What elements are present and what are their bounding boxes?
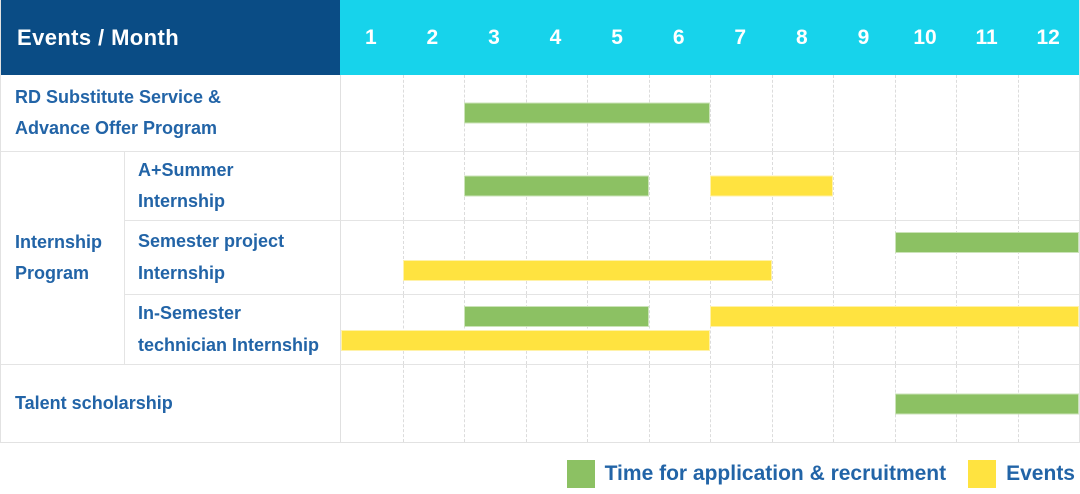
label-line: Internship <box>138 262 226 283</box>
legend-item-application: Time for application & recruitment <box>566 460 947 488</box>
month-header-cell-10: 10 <box>913 25 937 49</box>
bar-application-months-10-12 <box>894 393 1079 414</box>
month-gridline <box>402 365 404 442</box>
row-label-a-summer-internship: A+Summer Internship <box>124 151 340 220</box>
row-label-in-semester-technician-internship: In-Semester technician Internship <box>124 294 340 364</box>
label-line: Internship <box>15 231 103 252</box>
month-gridline <box>710 365 711 442</box>
month-gridline <box>956 152 957 220</box>
month-gridline <box>894 75 896 151</box>
month-gridline <box>710 75 711 151</box>
month-gridline <box>1017 75 1019 151</box>
bar-area-a-summer-internship <box>340 151 1079 220</box>
label-line: Talent scholarship <box>15 392 173 413</box>
month-gridline <box>833 221 834 294</box>
month-header-cell-6: 6 <box>672 25 685 49</box>
bar-application-months-10-12 <box>894 232 1079 253</box>
legend-item-events: Events <box>968 460 1075 488</box>
month-gridline <box>771 365 773 442</box>
month-gridline <box>464 365 465 442</box>
month-gridline <box>894 221 896 294</box>
row-label-semester-project-internship: Semester project Internship <box>124 220 340 294</box>
month-gridline <box>771 75 773 151</box>
bar-events-months-1-6 <box>341 330 710 351</box>
month-gridline <box>956 75 957 151</box>
month-gridline <box>402 75 404 151</box>
month-gridline <box>833 152 834 220</box>
month-header-cell-7: 7 <box>734 25 747 49</box>
month-header-cell-12: 12 <box>1036 25 1060 49</box>
bar-events-months-7-8 <box>710 175 833 197</box>
month-gridline <box>833 365 834 442</box>
month-gridline <box>710 221 711 294</box>
month-gridline <box>464 295 465 364</box>
label-line: A+Summer <box>138 159 234 180</box>
month-header-cell-2: 2 <box>426 25 439 49</box>
events-month-gantt-table: Events / Month 1 2 3 4 5 6 7 8 9 10 11 12 RD Substi… <box>0 0 1080 443</box>
legend-swatch-application <box>566 460 595 488</box>
month-gridline <box>710 295 711 364</box>
row-label-rd-substitute-service: RD Substitute Service & Advance Offer Pro… <box>1 75 340 151</box>
month-gridline <box>771 295 773 364</box>
month-gridline <box>648 295 650 364</box>
month-gridline <box>771 221 773 294</box>
label-line: technician Internship <box>138 334 320 355</box>
month-header-cell-9: 9 <box>857 25 870 49</box>
month-header-cell-5: 5 <box>611 25 623 49</box>
month-header-cell-11: 11 <box>975 25 998 49</box>
legend: Time for application & recruitment Events <box>0 460 1080 488</box>
month-header-cell-4: 4 <box>549 25 562 49</box>
legend-swatch-events <box>968 460 997 488</box>
label-line: Program <box>15 263 90 283</box>
month-header: 1 2 3 4 5 6 7 8 9 10 11 12 <box>340 0 1079 75</box>
label-line: In-Semester <box>138 303 242 323</box>
row-label-talent-scholarship: Talent scholarship <box>1 364 340 442</box>
bar-events-months-2-7 <box>402 260 772 281</box>
bar-application-months-3-6 <box>464 102 710 124</box>
month-gridline <box>402 221 404 294</box>
month-gridline <box>894 152 896 220</box>
bar-area-talent-scholarship <box>340 364 1079 442</box>
month-header-cell-3: 3 <box>488 25 500 49</box>
bar-events-months-7-12 <box>710 306 1079 327</box>
month-gridline <box>525 295 527 364</box>
month-gridline <box>464 221 465 294</box>
bar-application-months-3-5 <box>464 175 649 197</box>
month-gridline <box>1017 295 1019 364</box>
month-gridline <box>894 295 896 364</box>
month-gridline <box>833 295 834 364</box>
label-line: Internship <box>138 191 226 211</box>
month-gridline <box>587 221 588 294</box>
month-gridline <box>587 365 588 442</box>
label-line: Advance Offer Program <box>15 118 218 138</box>
month-gridline <box>833 75 834 151</box>
month-gridline <box>1017 152 1019 220</box>
month-gridline <box>648 365 650 442</box>
legend-label-events: Events <box>1006 462 1075 485</box>
month-gridline <box>525 221 527 294</box>
bar-application-months-3-5 <box>464 306 649 327</box>
month-gridline <box>648 221 650 294</box>
bar-area-in-semester-technician-internship <box>340 294 1079 364</box>
month-header-cell-8: 8 <box>795 25 808 49</box>
bar-area-semester-project-internship <box>340 220 1079 294</box>
month-gridline <box>1017 221 1019 294</box>
legend-label-application: Time for application & recruitment <box>604 462 947 485</box>
month-gridline <box>956 221 957 294</box>
month-header-cell-1: 1 <box>364 25 377 49</box>
month-gridline <box>587 295 588 364</box>
month-gridline <box>402 295 404 364</box>
table-header-row: Events / Month 1 2 3 4 5 6 7 8 9 10 11 12 <box>1 0 1079 75</box>
table-title: Events / Month <box>1 0 340 75</box>
table-body: RD Substitute Service & Advance Offer Pro… <box>1 75 1079 442</box>
bar-area-rd-substitute-service <box>340 75 1079 151</box>
month-gridline <box>525 365 527 442</box>
month-gridline <box>648 152 650 220</box>
label-line: RD Substitute Service & <box>15 86 222 107</box>
month-gridline <box>402 152 404 220</box>
group-label-internship-program: Internship Program <box>1 151 124 364</box>
month-gridline <box>956 295 957 364</box>
label-line: Semester project <box>138 231 285 251</box>
